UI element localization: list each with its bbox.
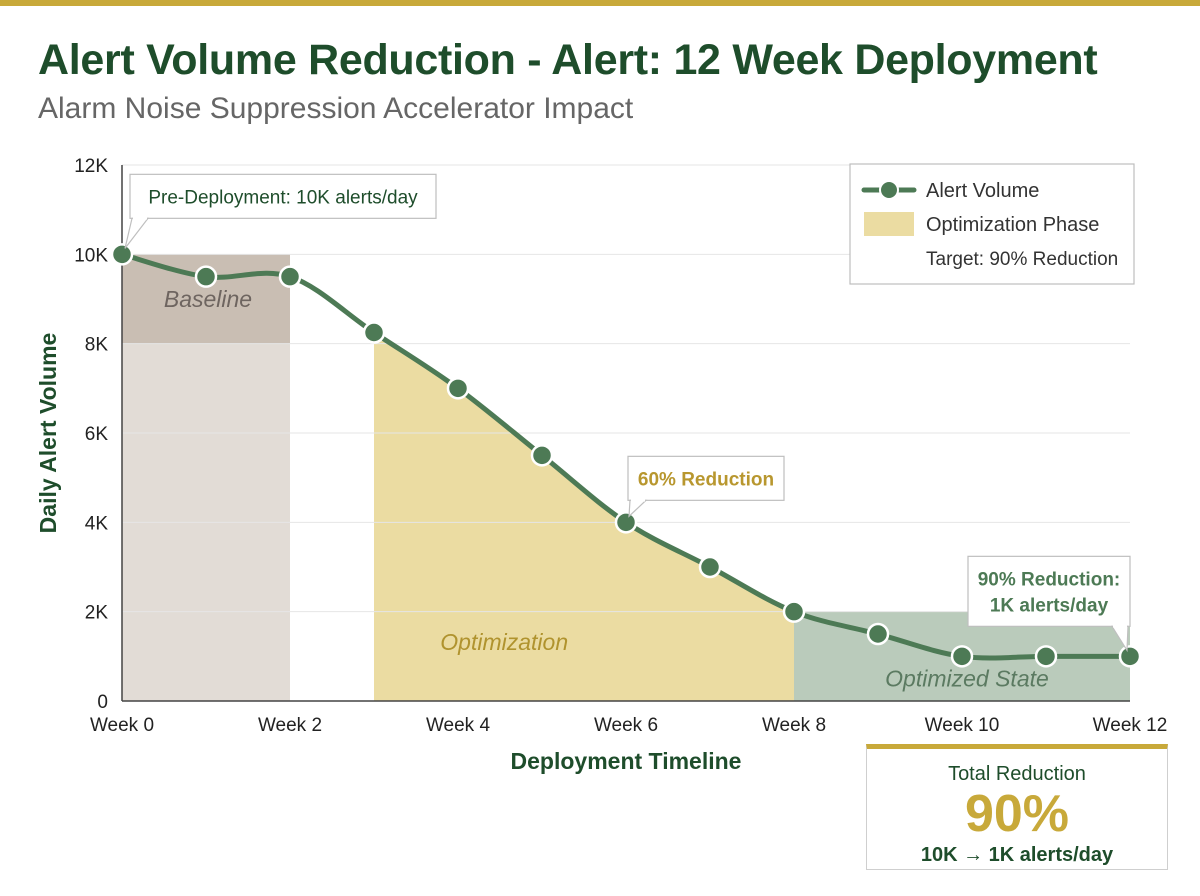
callout-text: 90% Reduction:	[978, 569, 1121, 590]
x-tick-label: Week 12	[1093, 715, 1168, 736]
x-tick-label: Week 2	[258, 715, 322, 736]
page-title: Alert Volume Reduction - Alert: 12 Week …	[38, 36, 1098, 84]
region-optimization	[374, 332, 794, 701]
data-point[interactable]	[110, 243, 134, 266]
y-tick-label: 4K	[85, 513, 109, 534]
callout-text: 1K alerts/day	[990, 595, 1109, 616]
y-tick-label: 2K	[85, 603, 109, 624]
phase-region-labels: Baseline Optimization Optimized State	[164, 286, 1049, 692]
y-tick-label: 6K	[85, 424, 109, 445]
legend[interactable]: Alert Volume Optimization Phase Target: 90…	[849, 163, 1135, 285]
x-tick-label: Week 4	[426, 715, 491, 736]
data-point[interactable]	[362, 321, 386, 344]
legend-swatch-icon	[864, 212, 914, 236]
callout: Pre-Deployment: 10K alerts/day	[124, 173, 437, 249]
y-tick-label: 12K	[74, 156, 108, 177]
legend-entry: Optimization Phase	[926, 214, 1099, 236]
axes: 0 2K 4K 6K 8K 10K 12K Week 0 Week 2 Week 4 Week 6 W…	[35, 156, 1167, 774]
callout-text: 60% Reduction	[638, 469, 774, 490]
data-point[interactable]	[194, 265, 218, 288]
callout-box	[967, 555, 1131, 627]
region-label: Optimization	[440, 629, 568, 655]
data-point[interactable]	[782, 600, 806, 623]
summary-detail: 10K → 1K alerts/day	[920, 844, 1114, 866]
x-tick-label: Week 6	[594, 715, 658, 736]
legend-marker-icon	[879, 180, 899, 200]
callout-tail	[124, 217, 150, 249]
summary-label: Total Reduction	[948, 763, 1086, 785]
y-tick-label: 10K	[74, 245, 108, 266]
region-label: Optimized State	[885, 666, 1049, 692]
x-tick-label: Week 8	[762, 715, 826, 736]
data-point[interactable]	[950, 645, 974, 668]
legend-entry: Alert Volume	[926, 180, 1039, 202]
data-point[interactable]	[530, 444, 554, 467]
x-axis-title: Deployment Timeline	[511, 748, 742, 774]
phase-regions	[122, 254, 1130, 701]
region-label: Baseline	[164, 286, 252, 312]
data-point[interactable]	[446, 377, 470, 400]
data-point[interactable]	[278, 265, 302, 288]
y-tick-label: 0	[97, 692, 108, 713]
callout-box	[129, 173, 437, 219]
data-point[interactable]	[866, 622, 890, 646]
page-subtitle: Alarm Noise Suppression Accelerator Impa…	[38, 92, 634, 125]
callout: 90% Reduction: 1K alerts/day	[967, 555, 1131, 653]
summary-value: 90%	[964, 785, 1070, 843]
callout-text: Pre-Deployment: 10K alerts/day	[148, 187, 418, 208]
x-tick-label: Week 10	[925, 715, 1000, 736]
callout: 60% Reduction	[627, 455, 785, 518]
y-tick-label: 8K	[85, 335, 109, 356]
data-point[interactable]	[1034, 645, 1058, 668]
y-axis-title: Daily Alert Volume	[35, 333, 61, 534]
top-accent-rule	[0, 0, 1200, 6]
annotations: Pre-Deployment: 10K alerts/day 60% Reduct…	[124, 173, 1131, 653]
legend-entry: Target: 90% Reduction	[926, 249, 1118, 270]
data-point[interactable]	[698, 555, 722, 579]
series-points	[110, 243, 1142, 668]
x-tick-label: Week 0	[90, 715, 154, 736]
data-point[interactable]	[1118, 645, 1142, 668]
data-point[interactable]	[614, 511, 638, 534]
total-reduction-card: Total Reduction 90% 10K → 1K alerts/day	[866, 744, 1168, 870]
callout-tail	[628, 499, 648, 518]
callout-box	[627, 455, 785, 501]
